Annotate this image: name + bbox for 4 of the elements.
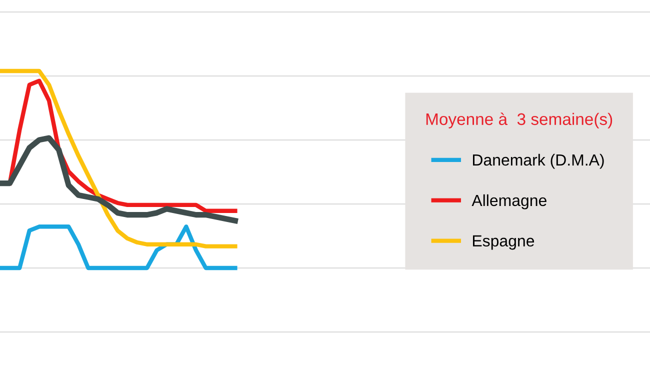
legend-label: Allemagne <box>472 194 546 210</box>
legend-title: Moyenne à 3 semaine(s) <box>426 112 612 128</box>
legend-label: Danemark (D.M.A) <box>473 154 604 169</box>
legend-label: Espagne <box>473 235 534 250</box>
